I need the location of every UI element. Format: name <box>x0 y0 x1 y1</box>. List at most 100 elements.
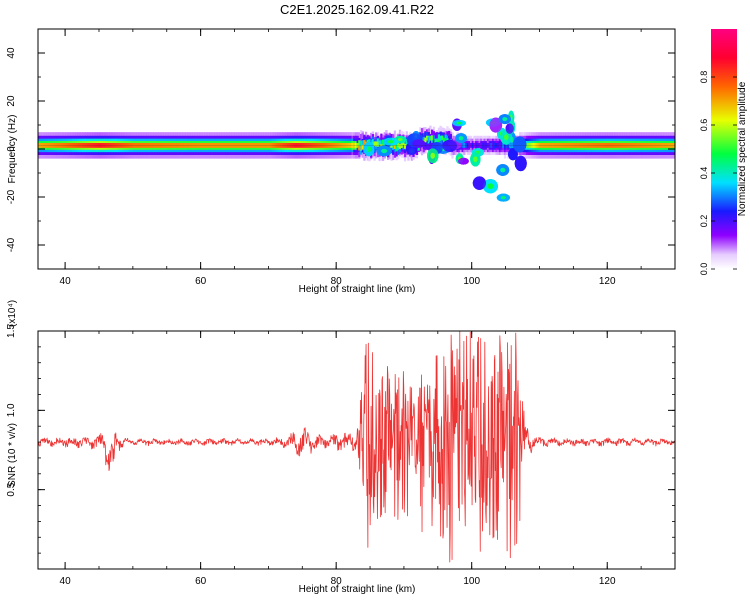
spectrogram-cell <box>175 143 178 148</box>
spectrogram-blob <box>442 139 458 152</box>
y-tick-label: -40 <box>6 237 17 252</box>
spectrogram-cell <box>143 143 146 148</box>
spectrogram-cell <box>156 143 159 148</box>
spectrogram-cell <box>246 143 249 148</box>
spectrogram-cell <box>490 143 493 148</box>
spectrogram-cell <box>585 143 588 148</box>
x-tick-label: 60 <box>195 276 207 287</box>
spectrogram-cell <box>492 143 495 148</box>
spectrogram-cell <box>381 139 385 149</box>
spectrogram-cell <box>60 143 63 148</box>
spectrogram-cell <box>666 143 669 148</box>
spectrogram-cell <box>93 143 97 148</box>
spectrogram-cell <box>439 135 442 145</box>
spectrogram-cell <box>70 143 73 148</box>
spectrogram-cell <box>466 143 469 148</box>
spectrogram-blob-core <box>387 140 394 144</box>
spectrogram-cell <box>614 143 617 148</box>
spectrogram-cell <box>49 143 53 148</box>
spectrogram-cell <box>542 143 546 148</box>
spectrogram-cell <box>375 141 378 147</box>
spectrogram-cell <box>234 143 237 148</box>
spectrogram-cell <box>527 143 530 148</box>
spectrogram-cell <box>134 143 137 148</box>
spectrogram-cell <box>600 143 603 148</box>
spectrogram-blob-core <box>366 146 372 153</box>
spectrogram-x-label: Height of straight line (km) <box>299 284 416 295</box>
spectrogram-cell <box>488 143 491 148</box>
spectrogram-cell <box>248 143 251 148</box>
spectrogram-cell <box>100 143 103 148</box>
spectrogram-cell <box>566 143 569 148</box>
spectrogram-cell <box>253 143 256 148</box>
spectrogram-cell <box>534 143 537 148</box>
spectrogram-cell <box>575 143 578 148</box>
spectrogram-cell <box>43 143 46 148</box>
spectrogram-cell <box>38 143 41 148</box>
spectrogram-panel: 40 60 80 100 120 -40 -20 0 20 40 Height of strai… <box>6 28 676 295</box>
spectrogram-cell <box>353 143 356 148</box>
spectrogram-cell <box>292 143 295 148</box>
spectrogram-cell <box>586 143 590 148</box>
spectrogram-cell <box>322 143 325 148</box>
spectrogram-cell <box>315 143 319 148</box>
spectrogram-cell <box>475 143 478 148</box>
spectrogram-cell <box>107 143 110 148</box>
spectrogram-cell <box>222 143 225 148</box>
spectrogram-cell <box>92 143 95 148</box>
x-tick-label: 80 <box>331 576 343 587</box>
y-tick-label: 20 <box>6 95 17 107</box>
spectrogram-cell <box>275 143 278 148</box>
spectrogram-cell <box>549 143 552 148</box>
spectrogram-cell <box>537 143 541 148</box>
spectrogram-cell <box>242 143 246 148</box>
spectrogram-cell <box>361 144 364 150</box>
spectrogram-cell <box>497 143 500 148</box>
x-tick-label: 40 <box>60 276 72 287</box>
spectrogram-blob-core <box>381 148 388 154</box>
spectrogram-cell <box>219 143 222 148</box>
spectrogram-cell <box>576 143 580 148</box>
spectrogram-cell <box>395 143 398 149</box>
snr-panel: 40 60 80 100 120 0.5 1.0 1.5 Height of straigh… <box>6 300 676 595</box>
spectrogram-cell <box>441 138 444 148</box>
spectrogram-cell <box>131 143 134 148</box>
spectrogram-cell <box>471 143 474 148</box>
spectrogram-cell <box>104 143 107 148</box>
spectrogram-cell <box>144 143 148 148</box>
spectrogram-cell <box>332 143 336 148</box>
spectrogram-cell <box>98 143 102 148</box>
spectrogram-cell <box>673 143 675 148</box>
spectrogram-cell <box>558 143 561 148</box>
y-tick-label: -20 <box>6 189 17 204</box>
spectrogram-cell <box>78 143 81 148</box>
spectrogram-cell <box>554 143 558 148</box>
spectrogram-cell <box>202 143 205 148</box>
spectrogram-cell <box>110 143 114 148</box>
spectrogram-cell <box>378 140 381 146</box>
spectrogram-cell <box>276 143 280 148</box>
spectrogram-cell <box>182 143 185 148</box>
spectrogram-cell <box>97 143 100 148</box>
spectrogram-cell <box>266 143 269 148</box>
spectrogram-blob <box>512 136 527 153</box>
spectrogram-cell <box>376 141 380 147</box>
spectrogram-cell <box>127 143 131 148</box>
spectrogram-cell <box>287 143 290 148</box>
spectrogram-y-label: Frequency (Hz) <box>7 115 18 184</box>
spectrogram-cell <box>334 143 337 148</box>
colorbar-tick-label: 0.6 <box>699 119 709 132</box>
spectrogram-cell <box>112 143 115 148</box>
spectrogram-cell <box>326 143 329 148</box>
spectrogram-cell <box>349 143 353 148</box>
spectrogram-cell <box>561 143 564 148</box>
spectrogram-cell <box>215 143 219 148</box>
spectrogram-cell <box>273 143 276 148</box>
x-tick-label: 100 <box>463 276 480 287</box>
spectrogram-cell <box>607 143 610 148</box>
spectrogram-blob <box>508 148 518 161</box>
spectrogram-cell <box>148 143 151 148</box>
spectrogram-cell <box>173 143 176 148</box>
spectrogram-cell <box>87 143 90 148</box>
spectrogram-cell <box>630 143 634 148</box>
